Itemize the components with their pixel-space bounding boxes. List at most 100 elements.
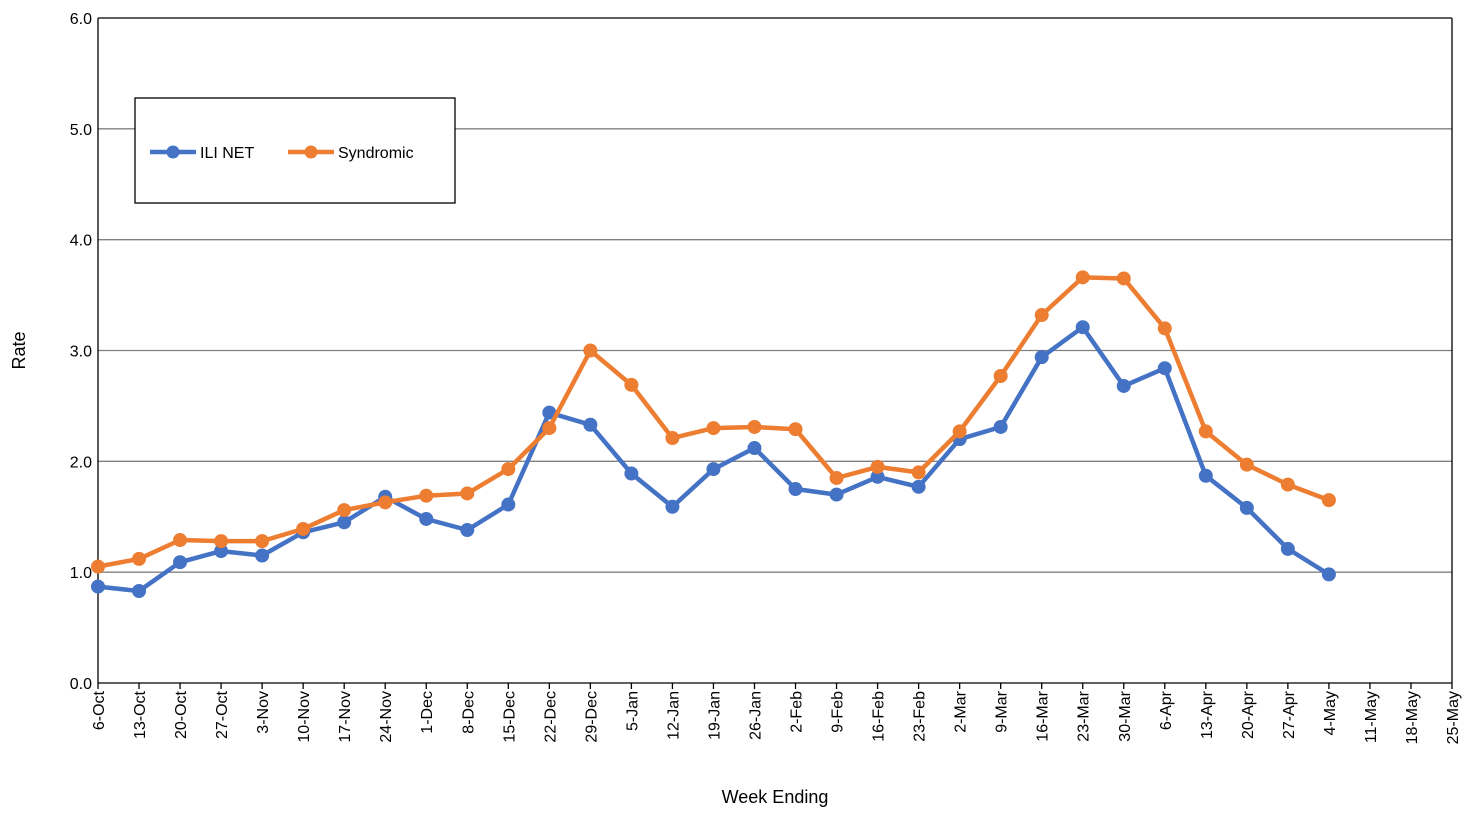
legend-marker — [304, 145, 318, 159]
data-point — [91, 559, 105, 574]
data-point — [911, 465, 926, 480]
data-point — [173, 555, 188, 570]
series-ili-net — [91, 320, 1336, 599]
data-point — [624, 377, 639, 392]
x-tick-label: 24-Nov — [378, 691, 395, 743]
x-tick-label: 8-Dec — [460, 691, 477, 734]
data-point — [1239, 500, 1254, 515]
x-tick-label: 20-Oct — [173, 690, 190, 739]
x-tick-labels: 6-Oct 13-Oct 20-Oct 27-Oct 3-Nov 10-Nov 17-Nov… — [91, 690, 1462, 744]
series-line — [95, 324, 1332, 594]
x-tick-label: 29-Dec — [583, 691, 600, 743]
data-point — [583, 417, 598, 432]
data-point — [337, 515, 352, 530]
data-point — [132, 551, 147, 566]
y-tick-label: 2.0 — [70, 454, 92, 471]
x-tick-label: 13-Oct — [132, 690, 149, 739]
x-tick-label: 20-Apr — [1240, 690, 1257, 739]
x-tick-label: 18-May — [1404, 691, 1421, 744]
data-point — [1280, 541, 1295, 556]
data-point — [1157, 361, 1172, 376]
data-point — [460, 523, 475, 538]
data-point — [1239, 457, 1254, 472]
legend-label: ILI NET — [200, 145, 254, 162]
data-point — [952, 424, 967, 439]
data-point — [255, 548, 270, 563]
data-point — [296, 521, 311, 536]
y-tick-label: 3.0 — [70, 344, 92, 361]
y-tick-label: 5.0 — [70, 122, 92, 139]
x-tick-label: 25-May — [1445, 691, 1462, 744]
x-tick-label: 9-Feb — [830, 691, 847, 733]
legend-label: Syndromic — [338, 145, 414, 162]
data-point — [1116, 271, 1131, 286]
x-tick-label: 2-Feb — [789, 691, 806, 733]
data-point — [665, 499, 680, 514]
x-tick-label: 23-Feb — [912, 691, 929, 742]
data-point — [911, 479, 926, 494]
series-syndromic — [91, 270, 1336, 574]
legend-marker — [166, 145, 180, 159]
x-tick-label: 6-Apr — [1158, 690, 1175, 730]
x-tick-label: 30-Mar — [1117, 690, 1134, 741]
y-axis-title: Rate — [9, 331, 29, 369]
x-tick-label: 1-Dec — [419, 691, 436, 734]
data-point — [706, 421, 721, 436]
data-point — [1198, 424, 1213, 439]
x-tick-label: 2-Mar — [953, 690, 970, 732]
data-point — [788, 482, 803, 497]
x-tick-label: 13-Apr — [1199, 690, 1216, 739]
data-point — [624, 466, 639, 481]
data-point — [91, 579, 105, 594]
data-point — [1075, 270, 1090, 285]
data-point — [993, 368, 1008, 383]
data-point — [132, 584, 147, 599]
x-tick-label: 16-Feb — [871, 691, 888, 742]
data-point — [542, 421, 557, 436]
y-tick-label: 4.0 — [70, 233, 92, 250]
data-point — [1034, 350, 1049, 365]
x-tick-label: 5-Jan — [624, 691, 641, 731]
x-tick-label: 4-May — [1322, 691, 1339, 735]
x-tick-label: 3-Nov — [255, 691, 272, 734]
x-tick-label: 22-Dec — [542, 691, 559, 743]
data-point — [173, 533, 188, 548]
data-point — [1157, 321, 1172, 336]
x-tick-label: 27-Oct — [214, 690, 231, 739]
x-tick-label: 15-Dec — [501, 691, 518, 743]
data-point — [1075, 320, 1090, 335]
data-point — [747, 441, 762, 456]
x-tick-label: 19-Jan — [706, 691, 723, 740]
data-point — [870, 459, 885, 474]
data-point — [255, 534, 270, 549]
data-point — [1116, 378, 1131, 393]
axes — [97, 17, 1453, 689]
legend: ILI NET Syndromic — [134, 97, 456, 204]
series-lines — [91, 270, 1336, 599]
y-tick-label: 6.0 — [70, 11, 92, 28]
x-tick-label: 27-Apr — [1281, 690, 1298, 739]
data-point — [1321, 567, 1336, 582]
data-point — [337, 503, 352, 518]
data-point — [419, 488, 434, 503]
data-point — [1034, 308, 1049, 323]
data-point — [419, 511, 434, 526]
x-axis-title: Week Ending — [722, 787, 829, 807]
x-tick-label: 11-May — [1363, 691, 1380, 743]
x-tick-label: 12-Jan — [665, 691, 682, 740]
x-tick-label: 10-Nov — [296, 691, 313, 743]
data-point — [460, 486, 475, 501]
x-tick-label: 6-Oct — [91, 690, 108, 730]
y-tick-label: 1.0 — [70, 565, 92, 582]
x-tick-label: 9-Mar — [994, 690, 1011, 732]
data-point — [747, 419, 762, 434]
data-point — [665, 431, 680, 446]
x-tick-label: 16-Mar — [1035, 690, 1052, 741]
data-point — [829, 487, 844, 502]
x-tick-label: 23-Mar — [1076, 690, 1093, 741]
data-point — [706, 462, 721, 477]
x-tick-label: 26-Jan — [747, 691, 764, 740]
data-point — [501, 497, 516, 512]
data-point — [993, 419, 1008, 434]
